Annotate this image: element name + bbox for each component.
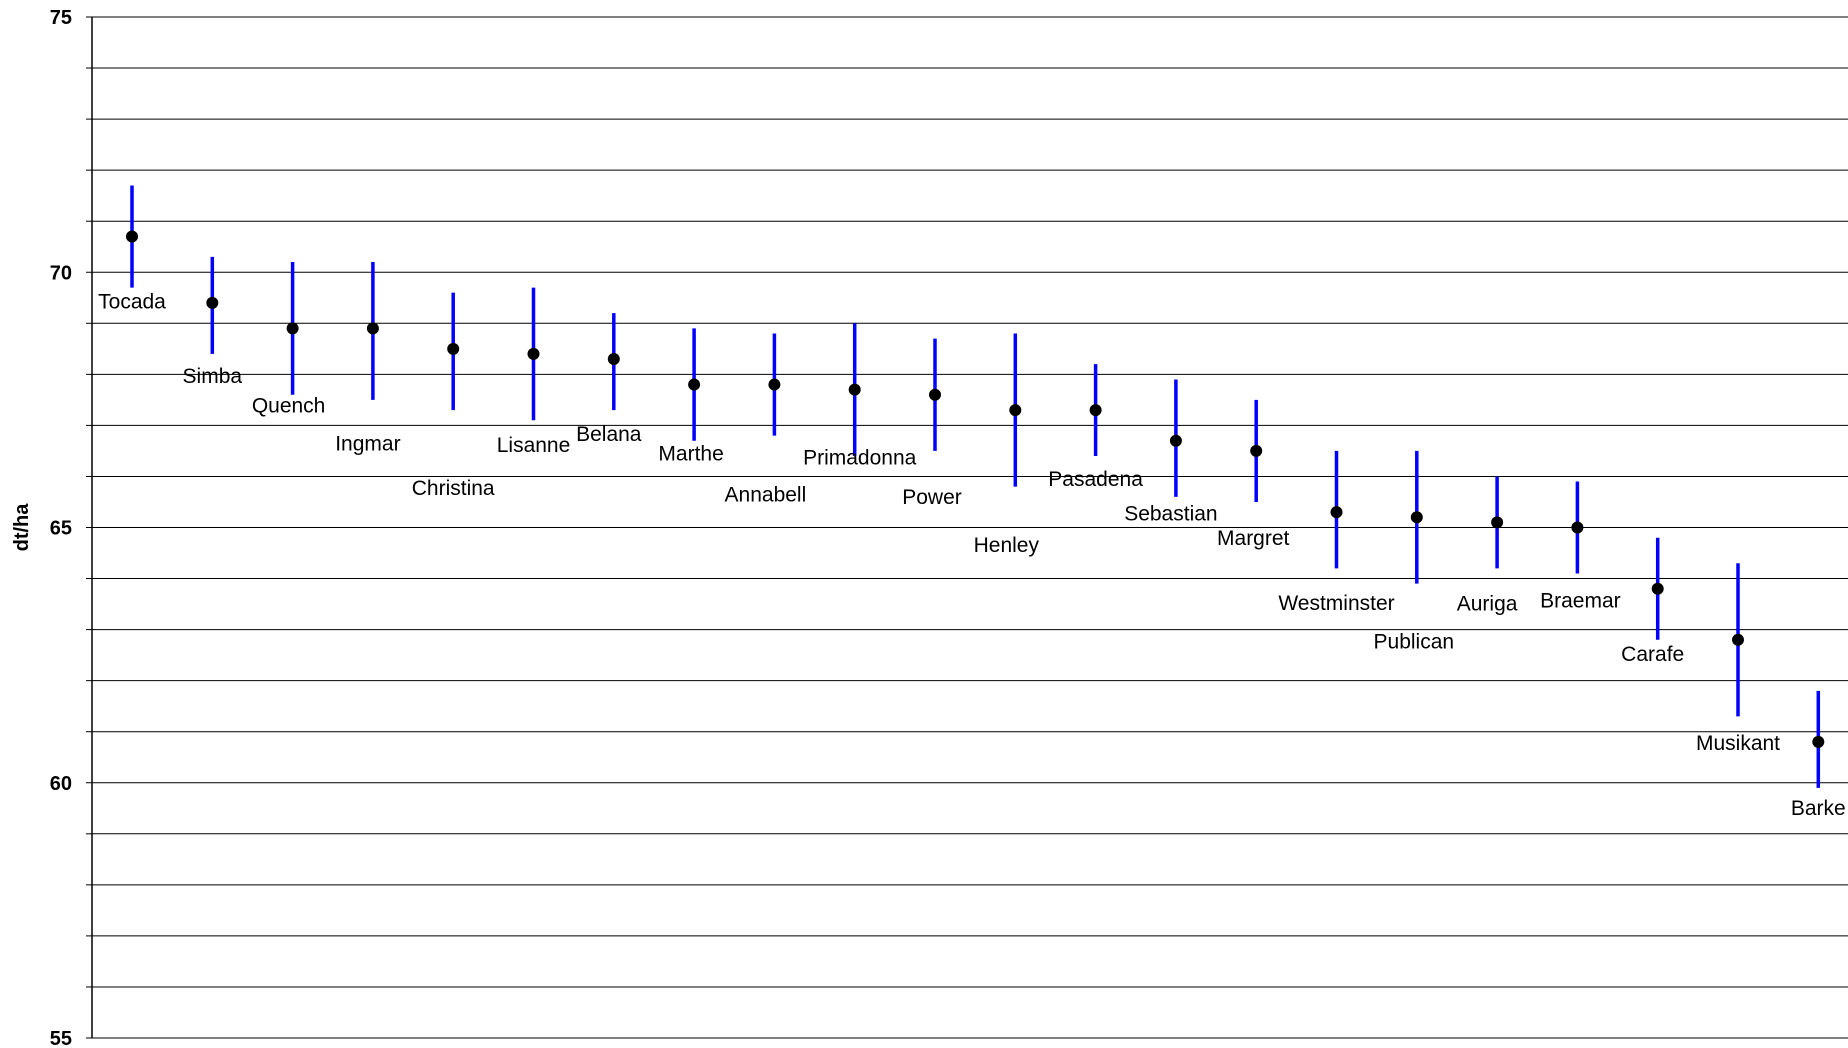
point-label: Lisanne (497, 434, 571, 457)
data-point (527, 347, 540, 360)
data-point (1732, 633, 1744, 646)
data-point (206, 296, 219, 309)
data-point (1491, 516, 1504, 529)
y-tick-label: 55 (50, 1028, 72, 1048)
point-label: Annabell (725, 484, 807, 507)
point-label: Pasadena (1048, 468, 1143, 491)
data-point (1651, 582, 1664, 595)
y-axis-label: dt/ha (11, 503, 33, 552)
point-label: Primadonna (803, 447, 917, 470)
point-label: Ingmar (335, 432, 400, 455)
point-label: Quench (252, 394, 326, 417)
point-label: Belana (576, 423, 642, 446)
data-point (688, 378, 701, 391)
data-point (447, 342, 460, 355)
data-point (1571, 521, 1584, 534)
data-point (848, 383, 861, 396)
data-point (1089, 404, 1102, 417)
point-label: Musikant (1696, 732, 1780, 755)
data-point (126, 230, 138, 243)
point-label: Marthe (658, 443, 723, 466)
data-point (366, 322, 379, 335)
data-point (1410, 511, 1423, 524)
point-label: Simba (183, 365, 243, 388)
data-point (286, 322, 299, 335)
axes (86, 16, 93, 1039)
y-tick-label: 70 (50, 262, 72, 284)
data-point (1169, 434, 1182, 447)
data-point (1250, 444, 1263, 457)
point-label: Westminster (1278, 592, 1394, 615)
y-tick-labels: 55 60 65 70 75 (50, 7, 72, 1048)
data-point (1009, 404, 1022, 417)
point-label: Sebastian (1124, 503, 1217, 526)
y-tick-label: 65 (50, 518, 72, 540)
point-label: Christina (412, 477, 495, 500)
point-label: Publican (1374, 630, 1455, 653)
data-point (929, 388, 941, 401)
point-label: Tocada (98, 291, 166, 314)
point-label: Henley (974, 534, 1040, 557)
point-label: Barke (1791, 797, 1846, 820)
point-label: Auriga (1457, 592, 1518, 615)
data-point (768, 378, 781, 391)
point-label: Margret (1217, 527, 1290, 550)
data-point (1330, 506, 1343, 519)
y-tick-label: 60 (50, 773, 72, 795)
point-label: Braemar (1540, 590, 1621, 613)
data-point (607, 353, 620, 366)
point-label: Power (902, 486, 962, 509)
gridlines (92, 16, 1848, 1039)
point-label: Carafe (1621, 643, 1684, 666)
data-point (1812, 735, 1825, 748)
y-tick-label: 75 (50, 7, 72, 29)
